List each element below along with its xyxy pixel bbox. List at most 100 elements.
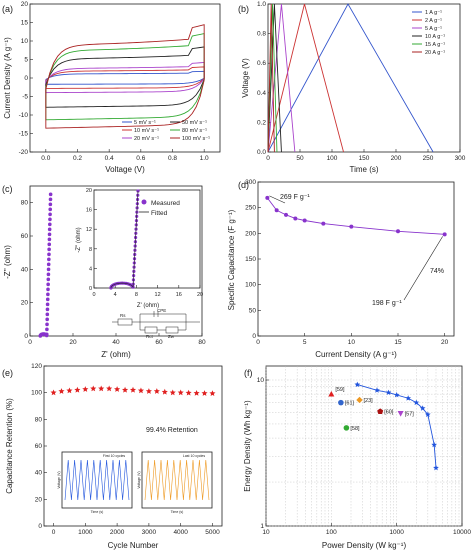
nyquist-point — [46, 262, 51, 267]
y-tick-label: 20 — [21, 1, 29, 8]
nyquist-point — [46, 277, 51, 282]
x-tick-label: 12 — [155, 292, 161, 298]
reference-marker — [377, 408, 384, 414]
retention-star — [137, 387, 144, 394]
y-tick-label: 300 — [245, 179, 256, 186]
nyquist-point — [47, 237, 52, 242]
x-tick-label: 20 — [441, 339, 449, 346]
legend-label: 2 A g⁻¹ — [425, 18, 442, 24]
x-tick-label: 40 — [112, 339, 120, 346]
y-tick-label: 20 — [35, 496, 43, 503]
y-tick-label: 15 — [21, 20, 29, 27]
nyquist-point — [47, 257, 51, 262]
gcd-curve — [267, 3, 282, 153]
nyquist-point — [46, 272, 51, 277]
y-tick-label: 200 — [245, 230, 256, 237]
y-tick-label: 0 — [89, 286, 92, 292]
legend-label: 10 A g⁻¹ — [425, 34, 445, 40]
capacitance-point — [396, 229, 400, 234]
x-tick-label: 0.4 — [105, 155, 114, 162]
x-tick-label: 2000 — [110, 529, 125, 536]
gcd-curve — [267, 3, 434, 153]
y-tick-label: 80 — [21, 200, 29, 207]
x-tick-label: 0 — [266, 155, 270, 162]
nyquist-point — [44, 332, 49, 337]
legend-measured: Measured — [151, 200, 180, 207]
circuit-zw: Zw — [168, 334, 175, 339]
x-tick-label: 0.0 — [41, 155, 50, 162]
annotation-74pct: 74% — [430, 268, 444, 275]
y-tick-label: -20 — [19, 149, 29, 156]
y-tick-label: 1.0 — [257, 1, 266, 8]
reference-label: [58] — [350, 426, 360, 432]
x-tick-label: 20 — [197, 292, 203, 298]
retention-star — [90, 385, 97, 392]
arrow-269 — [269, 195, 286, 204]
nyquist-point — [48, 202, 53, 207]
inset-point — [136, 189, 140, 193]
retention-star — [122, 386, 129, 393]
cycle-inset-curve — [144, 459, 210, 501]
nyquist-point — [45, 322, 49, 327]
reference-marker — [397, 411, 404, 417]
x-tick-label: 4000 — [173, 529, 188, 536]
panel-a-label: (a) — [2, 4, 13, 14]
panel-d-label: (d) — [238, 180, 249, 190]
capacitance-point — [293, 216, 298, 221]
retention-star — [82, 386, 89, 392]
nyquist-point — [48, 222, 52, 227]
panel-b: (b) 0 50 100 150 200 250 300 0.0 0.2 0.4 0.6 0.8 1.0… — [238, 1, 466, 174]
y-tick-label: 10 — [257, 377, 265, 384]
y-tick-label: 5 — [24, 57, 28, 64]
x-tick-label: 50 — [296, 155, 304, 162]
reference-label: [59] — [335, 387, 345, 393]
panel-e-xlabel: Cycle Number — [108, 541, 159, 550]
panel-b-xlabel: Time (s) — [349, 165, 378, 174]
nyquist-point — [47, 242, 52, 247]
y-tick-label: 100 — [245, 282, 256, 289]
legend-label: 80 mV s⁻¹ — [182, 128, 207, 134]
x-tick-label: 200 — [391, 155, 402, 162]
retention-star — [74, 386, 81, 393]
nyquist-point — [48, 207, 53, 212]
x-tick-label: 100 — [327, 155, 338, 162]
retention-star — [153, 388, 160, 394]
retention-star — [185, 389, 192, 396]
circuit-cpe: CPE — [157, 308, 166, 313]
reference-label: [23] — [364, 398, 374, 404]
legend-label: 1 A g⁻¹ — [425, 10, 442, 16]
x-tick-label: 60 — [155, 339, 163, 346]
y-tick-label: 120 — [31, 363, 42, 370]
capacitance-point — [349, 224, 354, 229]
nyquist-point — [45, 307, 50, 312]
y-tick-label: 0 — [252, 333, 256, 340]
cycle-inset-ylabel: Voltage (V) — [57, 471, 61, 488]
reference-label: [60] — [384, 409, 394, 415]
y-tick-label: 40 — [21, 266, 29, 273]
panel-f-label: (f) — [244, 368, 253, 378]
nyquist-point — [45, 317, 49, 322]
y-tick-label: 60 — [35, 443, 43, 450]
legend-label: 5 A g⁻¹ — [425, 26, 442, 32]
capacitance-line — [266, 197, 445, 235]
panel-e: (e) 0 1000 2000 3000 4000 5000 0 20 40 60 80 100 120… — [2, 363, 223, 550]
ragone-star — [385, 389, 392, 396]
ragone-star — [433, 464, 439, 471]
annotation-198: 198 F g⁻¹ — [372, 300, 402, 307]
x-tick-label: 1000 — [389, 529, 404, 536]
retention-annotation: 99.4% Retention — [146, 427, 198, 434]
panel-c-inset-axes — [93, 189, 201, 289]
nyquist-point — [47, 247, 51, 252]
panel-e-label: (e) — [2, 368, 13, 378]
panel-c-inset-legend: Measured Fitted — [139, 199, 180, 217]
panel-c-label: (c) — [2, 184, 13, 194]
legend-marker-measured — [141, 199, 147, 205]
cycle-inset-ylabel: Voltage (V) — [137, 471, 141, 488]
cycle-inset-axes — [61, 451, 133, 509]
y-tick-label: 0.6 — [257, 60, 266, 67]
nyquist-point — [48, 197, 53, 202]
fitted-line — [110, 190, 139, 289]
panel-c-xlabel: Z' (ohm) — [101, 350, 131, 359]
retention-star — [201, 390, 208, 396]
retention-star — [106, 385, 113, 392]
